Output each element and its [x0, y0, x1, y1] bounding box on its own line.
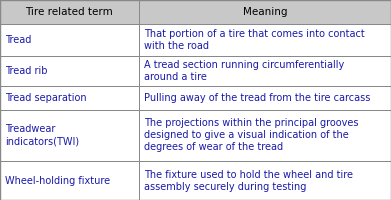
- Text: Pulling away of the tread from the tire carcass: Pulling away of the tread from the tire …: [144, 93, 370, 103]
- Bar: [139, 24, 391, 56]
- Text: Treadwear
indicators(TWI): Treadwear indicators(TWI): [5, 124, 79, 146]
- Bar: [0, 86, 139, 110]
- Text: Meaning: Meaning: [243, 7, 287, 17]
- Bar: [139, 0, 391, 24]
- Bar: [0, 110, 139, 161]
- Text: A tread section running circumferentially
around a tire: A tread section running circumferentiall…: [144, 60, 344, 82]
- Bar: [139, 161, 391, 200]
- Text: That portion of a tire that comes into contact
with the road: That portion of a tire that comes into c…: [144, 29, 365, 51]
- Text: Tire related term: Tire related term: [25, 7, 113, 17]
- Bar: [0, 161, 139, 200]
- Bar: [0, 56, 139, 86]
- Text: Wheel-holding fixture: Wheel-holding fixture: [5, 176, 110, 186]
- Bar: [139, 110, 391, 161]
- Bar: [0, 0, 139, 24]
- Text: Tread rib: Tread rib: [5, 66, 48, 76]
- Text: The projections within the principal grooves
designed to give a visual indicatio: The projections within the principal gro…: [144, 118, 359, 152]
- Text: The fixture used to hold the wheel and tire
assembly securely during testing: The fixture used to hold the wheel and t…: [144, 170, 353, 192]
- Bar: [139, 56, 391, 86]
- Bar: [139, 86, 391, 110]
- Text: Tread separation: Tread separation: [5, 93, 87, 103]
- Text: Tread: Tread: [5, 35, 31, 45]
- Bar: [0, 24, 139, 56]
